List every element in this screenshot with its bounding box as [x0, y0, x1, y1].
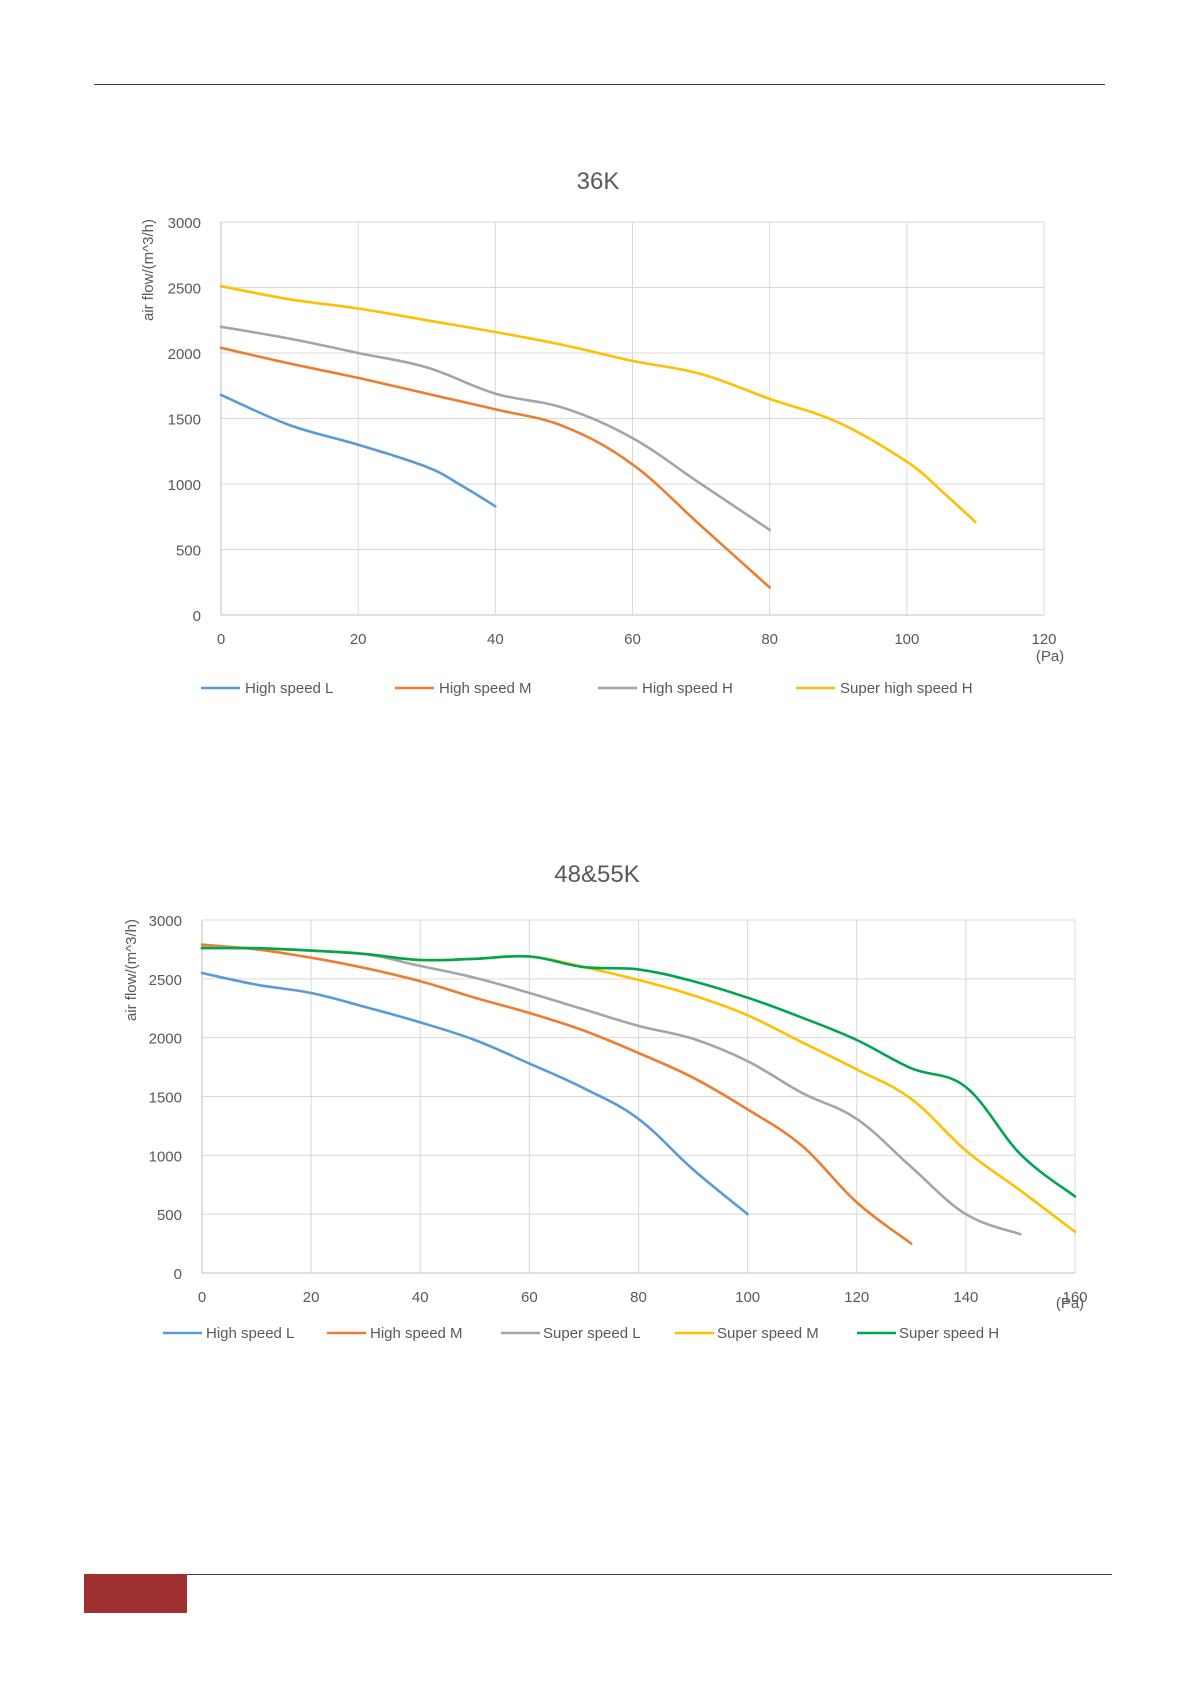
y-tick-label: 0	[174, 1266, 182, 1283]
legend-item: Super speed L	[501, 1325, 641, 1342]
legend-item: High speed L	[163, 1325, 294, 1342]
x-tick-label: 60	[521, 1289, 538, 1306]
series-line-super-high-speed-h	[219, 284, 977, 524]
legend-label: High speed M	[439, 680, 532, 697]
legend-label: Super speed H	[899, 1325, 999, 1342]
legend-label: High speed M	[370, 1325, 463, 1342]
x-tick-label: 120	[1031, 631, 1056, 648]
series-line-high-speed-h	[219, 325, 771, 532]
x-tick-label: 40	[487, 631, 504, 648]
y-tick-label: 2000	[168, 346, 201, 363]
series-line-super-speed-h	[200, 946, 1077, 1198]
legend-label: Super high speed H	[840, 680, 973, 697]
y-tick-label: 0	[193, 608, 201, 625]
x-tick-label: 0	[217, 631, 225, 648]
y-tick-label: 2500	[149, 972, 182, 989]
legend-item: Super speed H	[857, 1325, 999, 1342]
x-tick-label: 120	[844, 1289, 869, 1306]
x-axis-unit: (Pa)	[1056, 1295, 1084, 1312]
legend-item: High speed M	[395, 680, 532, 697]
x-tick-label: 80	[761, 631, 778, 648]
plot-series	[219, 284, 977, 589]
axis-ticks: 0 500 1000 1500 2000 2500 3000 0 20 40 60 80 100 120	[168, 215, 1057, 648]
x-tick-label: 80	[630, 1289, 647, 1306]
plot-grid	[201, 919, 1076, 1274]
series-line-high-speed-m	[219, 346, 771, 589]
legend-item: Super speed M	[675, 1325, 819, 1342]
y-tick-label: 3000	[149, 913, 182, 930]
legend: High speed L High speed M Super speed L Sup…	[163, 1325, 999, 1342]
chart-title: 48&55K	[554, 861, 639, 888]
y-axis-label: air flow/(m^3/h)	[123, 919, 140, 1021]
y-tick-label: 2500	[168, 281, 201, 298]
legend-label: High speed H	[642, 680, 733, 697]
chart-48-55k: 48&55K air flow/(m^3/h) (Pa) 05001000150…	[123, 861, 1088, 1342]
series-line-high-speed-m	[200, 943, 913, 1245]
y-tick-label: 1000	[168, 477, 201, 494]
y-tick-label: 1000	[149, 1148, 182, 1165]
x-tick-label: 160	[1062, 1289, 1087, 1306]
x-axis-unit: (Pa)	[1036, 648, 1064, 665]
footer-rule	[186, 1574, 1112, 1575]
legend-label: Super speed L	[543, 1325, 641, 1342]
y-tick-label: 2000	[149, 1031, 182, 1048]
axis-ticks: 0 500 1000 1500 2000 2500 3000 0 20 40 60 80 100 120 1…	[149, 913, 1088, 1306]
x-tick-label: 100	[894, 631, 919, 648]
chart-36k: 36K air flow/(m^3/h) (Pa) 05001000150020…	[140, 168, 1064, 697]
header-rule	[94, 84, 1105, 85]
series-line-high-speed-l	[200, 971, 749, 1216]
legend-label: Super speed M	[717, 1325, 819, 1342]
legend-item: High speed M	[327, 1325, 463, 1342]
y-tick-label: 500	[176, 543, 201, 560]
x-tick-label: 40	[412, 1289, 429, 1306]
legend-item: High speed H	[598, 680, 733, 697]
x-tick-label: 100	[735, 1289, 760, 1306]
y-tick-label: 3000	[168, 215, 201, 232]
plot-series	[200, 943, 1077, 1245]
x-tick-label: 60	[624, 631, 641, 648]
series-line-high-speed-l	[219, 393, 497, 508]
y-tick-label: 1500	[168, 412, 201, 429]
legend-label: High speed L	[245, 680, 333, 697]
x-tick-label: 20	[303, 1289, 320, 1306]
y-axis-label: air flow/(m^3/h)	[140, 219, 157, 321]
legend-item: High speed L	[201, 680, 333, 697]
x-tick-label: 20	[350, 631, 367, 648]
legend: High speed L High speed M High speed H Supe…	[201, 680, 973, 697]
y-tick-label: 500	[157, 1207, 182, 1224]
legend-item: Super high speed H	[796, 680, 973, 697]
x-tick-label: 0	[198, 1289, 206, 1306]
y-tick-label: 1500	[149, 1090, 182, 1107]
legend-label: High speed L	[206, 1325, 294, 1342]
chart-title: 36K	[577, 168, 620, 195]
x-tick-label: 140	[953, 1289, 978, 1306]
footer-color-block	[84, 1574, 187, 1613]
